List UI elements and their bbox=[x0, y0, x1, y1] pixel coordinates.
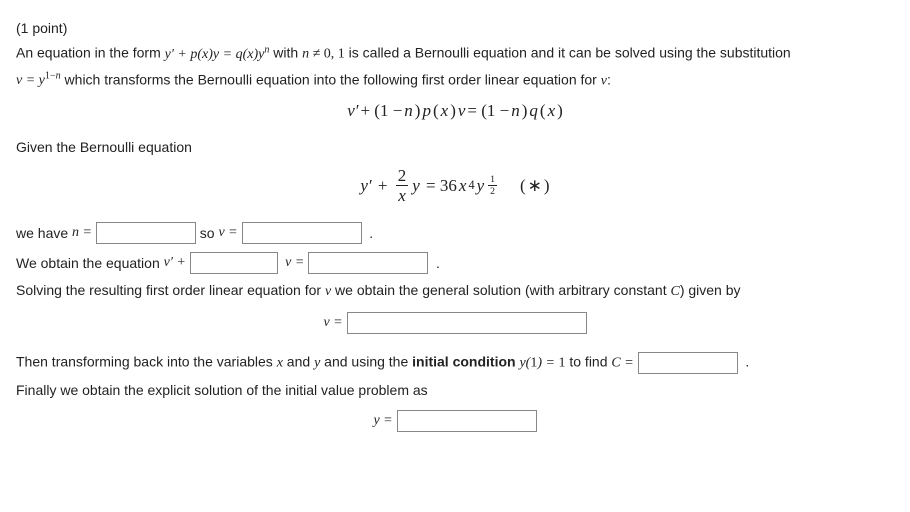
input-n[interactable] bbox=[96, 222, 196, 244]
n-equals-label: n = bbox=[72, 225, 92, 241]
var-C: C bbox=[670, 284, 679, 299]
so-label: so bbox=[200, 225, 215, 241]
intro-line-1: An equation in the form y′ + p(x)y = q(x… bbox=[16, 44, 894, 63]
to-find-text: to find bbox=[565, 354, 611, 370]
then-text-b: and using the bbox=[320, 354, 412, 370]
intro-text-1c: is called a Bernoulli equation and it ca… bbox=[349, 45, 791, 61]
line-finally: Finally we obtain the explicit solution … bbox=[16, 382, 894, 398]
solving-text-a: Solving the resulting first order linear… bbox=[16, 282, 325, 298]
intro-text-1a: An equation in the form bbox=[16, 45, 165, 61]
eq-initial-condition: y(1) = 1 bbox=[519, 356, 565, 371]
line-n-v: we have n = so v = . bbox=[16, 222, 894, 244]
input-v-sub[interactable] bbox=[242, 222, 362, 244]
eq-substitution: v = y1−n bbox=[16, 73, 61, 88]
input-pv-term[interactable] bbox=[190, 252, 278, 274]
period-1: . bbox=[365, 225, 373, 241]
period-2: . bbox=[432, 255, 440, 271]
eq-transformed: v′ + (1 − n)p(x)v = (1 − n)q(x) bbox=[16, 101, 894, 121]
line-transform-back: Then transforming back into the variable… bbox=[16, 352, 894, 374]
input-C[interactable] bbox=[638, 352, 738, 374]
v-equals-label-2: v = bbox=[282, 255, 305, 271]
given-line: Given the Bernoulli equation bbox=[16, 139, 894, 155]
eq-n-constraint: n ≠ 0, 1 bbox=[302, 47, 345, 62]
intro-text-2a: which transforms the Bernoulli equation … bbox=[65, 71, 601, 87]
eq-bernoulli-form: y′ + p(x)y = q(x)yn bbox=[165, 47, 270, 62]
period-3: . bbox=[741, 354, 749, 370]
initial-condition-label: initial condition bbox=[412, 354, 519, 370]
line-solving: Solving the resulting first order linear… bbox=[16, 282, 894, 300]
then-text-a: Then transforming back into the variable… bbox=[16, 354, 277, 370]
input-explicit-solution[interactable] bbox=[397, 410, 537, 432]
solving-text-b: we obtain the general solution (with arb… bbox=[331, 282, 670, 298]
input-q-term[interactable] bbox=[308, 252, 428, 274]
line-obtain-eq: We obtain the equation v′ + v = . bbox=[16, 252, 894, 274]
y-equals-label: y = bbox=[373, 413, 392, 429]
intro-text-1b: with bbox=[273, 45, 302, 61]
and-text: and bbox=[283, 354, 314, 370]
C-equals-label: C = bbox=[611, 356, 633, 371]
intro-colon: : bbox=[607, 71, 611, 87]
line-general-solution: v = bbox=[16, 312, 894, 334]
vprime-plus-label: v′ + bbox=[164, 255, 186, 271]
v-equals-label-3: v = bbox=[323, 315, 342, 331]
we-have-label: we have bbox=[16, 225, 68, 241]
solving-text-c: ) given by bbox=[680, 282, 741, 298]
obtain-label: We obtain the equation bbox=[16, 255, 160, 271]
line-explicit-solution: y = bbox=[16, 410, 894, 432]
points-line: (1 point) bbox=[16, 20, 894, 36]
input-general-solution[interactable] bbox=[347, 312, 587, 334]
intro-line-2: v = y1−n which transforms the Bernoulli … bbox=[16, 71, 894, 90]
eq-given-bernoulli: y′ + 2x y = 36x4y12 (∗) bbox=[16, 167, 894, 204]
v-equals-label-1: v = bbox=[218, 225, 237, 241]
